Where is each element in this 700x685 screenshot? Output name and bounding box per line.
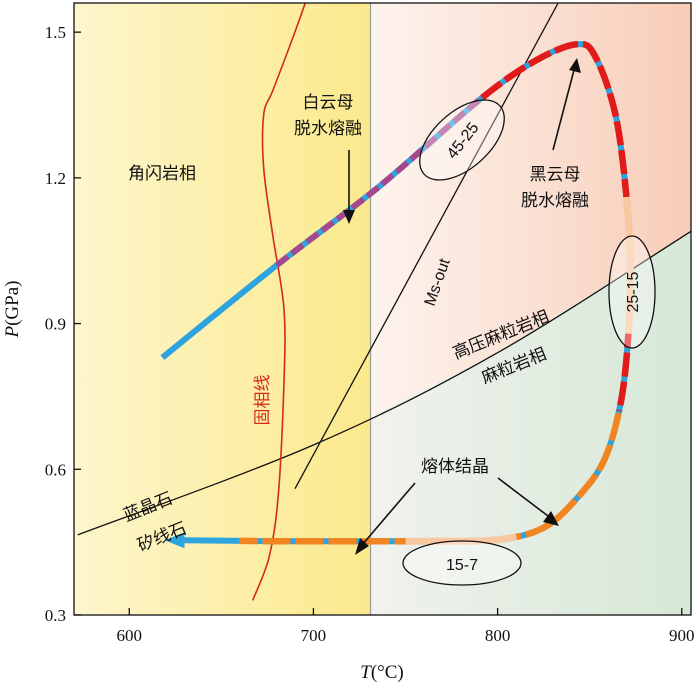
melt-fraction-oval-15-7 [402,540,522,586]
plot-frame [73,2,692,616]
ptt-path-low-melt-segment [160,40,634,545]
melt-fraction-label: 15-7 [446,557,478,574]
y-tick-label: 1.5 [45,23,66,42]
crystallization-arrowhead-right [543,511,559,526]
biotite-melting-label: 脱水熔融 [521,191,589,211]
y-tick-label: 1.2 [45,169,66,188]
muscovite-out-line [294,3,559,490]
x-tick-label: 800 [485,626,511,645]
biotite-melting-arrow [552,69,575,151]
crystallization-arrow-left [361,482,416,546]
muscovite-melting-label: 脱水熔融 [294,119,362,139]
amphibolite-facies-label: 角闪岩相 [128,164,196,184]
melt-fraction-oval-25-15 [608,235,656,349]
crystallization-arrow-right [497,477,549,517]
ptt-path-arrowhead [164,532,185,549]
x-tick-label: 700 [301,626,327,645]
kyanite-sillimanite-boundary [77,230,691,536]
solidus-line [251,3,307,601]
y-axis-label: P(GPa) [2,281,23,339]
crystallization-arrowhead-left [355,538,369,555]
x-axis-label: T(°C) [360,662,404,683]
melt-fraction-label: 25-15 [625,271,642,312]
biotite-melting-arrowhead [569,58,581,73]
granulite-facies-region [370,231,691,615]
biotite-melting-label: 黑云母 [530,165,581,185]
x-tick-label: 600 [117,626,143,645]
muscovite-melting-label: 白云母 [303,93,354,113]
melt-fraction-oval-45-25 [419,99,505,181]
melt-crystallization-label: 熔体结晶 [421,457,489,477]
muscovite-melting-arrowhead [343,210,355,224]
y-tick-label: 0.6 [45,460,66,479]
solidus-label: 固相线 [253,375,273,426]
y-tick-label: 0.9 [45,315,66,334]
x-tick-label: 900 [669,626,695,645]
y-tick-label: 0.3 [45,606,66,625]
ptt-path-muscovite-melting-segment [160,41,634,545]
